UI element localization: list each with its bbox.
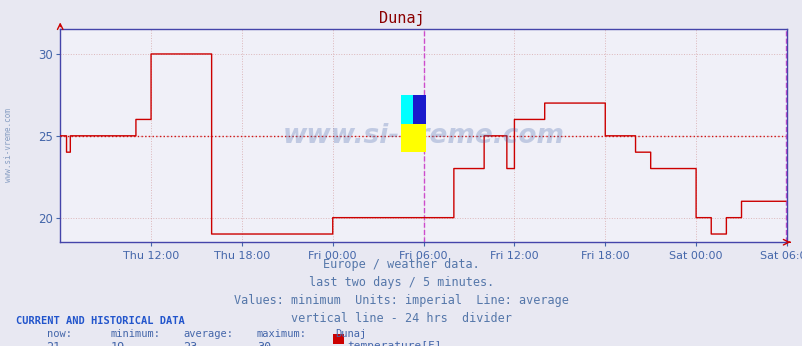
Text: 23: 23 [183,341,197,346]
Text: last two days / 5 minutes.: last two days / 5 minutes. [309,276,493,289]
Text: 21: 21 [47,341,61,346]
Text: Dunaj: Dunaj [335,329,367,339]
Text: www.si-vreme.com: www.si-vreme.com [282,123,564,149]
Text: maximum:: maximum: [257,329,306,339]
Text: minimum:: minimum: [111,329,160,339]
Text: 19: 19 [111,341,125,346]
Text: Europe / weather data.: Europe / weather data. [322,258,480,271]
Text: Dunaj: Dunaj [379,11,423,26]
Bar [400,124,426,152]
Text: 30: 30 [257,341,271,346]
Bar [413,95,426,124]
Text: CURRENT AND HISTORICAL DATA: CURRENT AND HISTORICAL DATA [16,316,184,326]
Text: now:: now: [47,329,71,339]
Text: Values: minimum  Units: imperial  Line: average: Values: minimum Units: imperial Line: av… [233,294,569,307]
Bar [400,95,413,124]
Text: www.si-vreme.com: www.si-vreme.com [3,108,13,182]
Text: average:: average: [183,329,233,339]
Text: temperature[F]: temperature[F] [347,341,442,346]
Text: vertical line - 24 hrs  divider: vertical line - 24 hrs divider [290,312,512,325]
